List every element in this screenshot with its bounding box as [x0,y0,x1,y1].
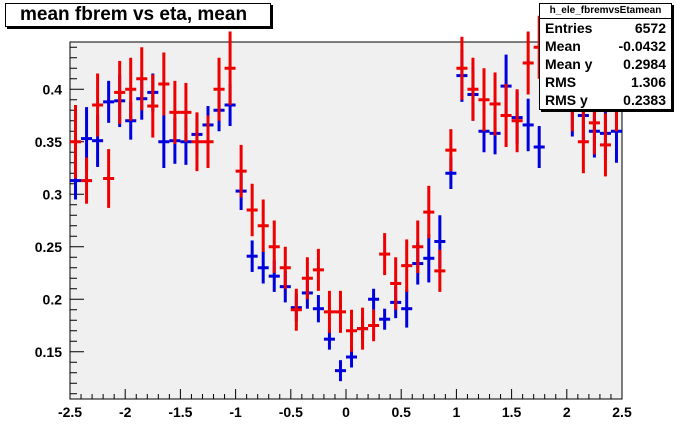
stats-row-rms-y: RMS y 0.2383 [540,91,671,109]
data-point-red [191,112,203,172]
data-point-red [379,233,391,276]
x-tick-label: -2 [119,404,132,420]
x-tick-label: -0.5 [279,404,303,420]
x-tick-label: 2.5 [612,404,632,420]
y-tick-label: 0.35 [35,134,62,150]
data-point-red [511,89,523,153]
data-point-blue [103,80,115,123]
chart-title: mean fbrem vs eta, mean [5,3,271,27]
axis-ticks [69,46,623,399]
data-point-red [522,31,534,95]
data-point-red [334,290,346,333]
data-point-red [434,249,446,292]
data-point-red [312,248,324,291]
data-point-red [368,309,380,342]
plot-frame [69,41,623,400]
x-tick-label: 1.5 [502,404,522,420]
data-point-red [301,257,313,300]
stats-label: Mean y [545,56,593,72]
x-tick-label: 1 [453,404,461,420]
data-point-red [158,52,170,116]
data-point-red [456,36,468,100]
x-tick-label: -1.5 [168,404,192,420]
data-point-red [92,73,104,137]
data-point-red [213,57,225,121]
stats-label: Mean [545,38,581,54]
data-point-red [114,60,126,124]
stats-label: Entries [545,20,593,36]
data-point-blue [334,360,346,382]
series-red [70,15,622,352]
stats-value: 1.306 [630,74,666,90]
data-point-red [103,149,115,208]
data-point-red [246,183,258,237]
data-point-red [467,57,479,121]
y-tick-label: 0.25 [35,239,62,255]
y-tick-label: 0.2 [43,291,63,307]
stats-row-rms: RMS 1.306 [540,73,671,91]
data-point-red [445,129,457,172]
data-point-red [323,290,335,333]
y-tick-label: 0.15 [35,344,62,360]
data-point-red [169,80,181,144]
data-point-red [81,157,93,204]
stats-value: 6572 [634,20,666,36]
data-point-red [577,110,589,174]
stats-histogram-name: h_ele_fbremvsEtamean [540,4,671,19]
x-tick-label: 0.5 [391,404,411,420]
data-point-blue [158,115,170,168]
stats-row-mean-y: Mean y 0.2984 [540,55,671,73]
x-tick-label: -2.5 [58,404,82,420]
data-point-red [599,113,611,177]
data-point-red [224,31,236,105]
data-point-red [390,257,402,310]
data-point-red [290,288,302,331]
data-point-red [180,82,192,142]
stats-value: 0.2984 [623,56,666,72]
data-point-red [489,72,501,136]
stats-row-entries: Entries 6572 [540,19,671,37]
stats-box: h_ele_fbremvsEtamean Entries 6572 Mean -… [539,3,672,110]
stats-label: RMS [545,74,577,90]
data-point-blue [379,308,391,330]
data-point-blue [312,295,324,323]
data-point-blue [522,98,534,152]
data-point-blue [423,234,435,283]
x-tick-labels: -2.5 -2 -1.5 -1 -0.5 0 0.5 1 1.5 2 2.5 [58,404,632,420]
data-point-blue [257,252,269,284]
data-point-red [500,84,512,147]
data-point-red [147,74,159,138]
stats-value: 0.2383 [623,92,666,108]
data-point-blue [401,289,413,328]
x-tick-label: 0 [342,404,350,420]
data-point-red [235,144,247,198]
data-point-blue [246,240,258,272]
data-point-red [125,57,137,121]
y-tick-labels: 0.15 0.2 0.25 0.3 0.35 0.4 [35,81,62,360]
data-point-blue [533,126,545,168]
data-point-red [202,115,214,168]
data-point-red [478,68,490,132]
data-point-red [401,239,413,292]
data-point-red [136,47,148,111]
data-point-red [70,105,82,179]
data-point-red [346,309,358,352]
stats-row-mean: Mean -0.0432 [540,37,671,55]
data-point-red [412,220,424,273]
data-point-red [279,246,291,289]
data-point-blue [368,288,380,310]
y-tick-label: 0.4 [43,81,63,97]
x-tick-label: 2 [563,404,571,420]
data-point-red [357,307,369,350]
data-point-red [423,185,435,239]
stats-label: RMS y [545,92,588,108]
x-tick-label: -1 [229,404,242,420]
data-point-red [268,220,280,273]
stats-value: -0.0432 [618,38,666,54]
y-tick-label: 0.3 [43,186,63,202]
data-point-red [257,199,269,252]
